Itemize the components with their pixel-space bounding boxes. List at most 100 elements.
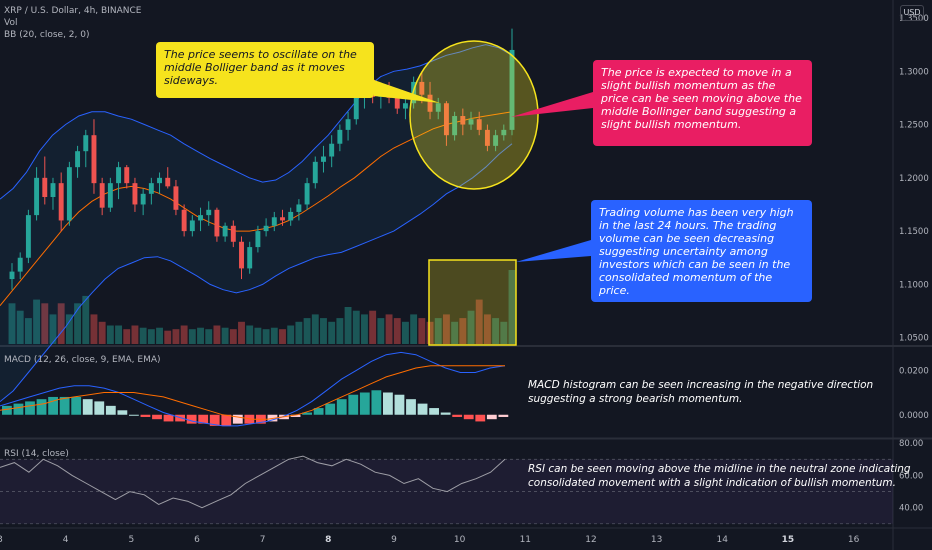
highlight-ellipse — [409, 40, 539, 190]
macd-histogram-bar — [371, 390, 382, 415]
volume-bar — [164, 330, 172, 344]
candle-body — [148, 183, 154, 194]
candle-body — [345, 119, 351, 130]
volume-bar — [434, 318, 442, 344]
candle-body — [427, 94, 433, 112]
macd-histogram-bar — [94, 401, 105, 415]
candle-body — [411, 81, 417, 104]
macd-tick-label: 0.0200 — [899, 366, 929, 376]
macd-histogram-bar — [209, 414, 220, 426]
price-tick-label: 1.1000 — [899, 280, 929, 290]
macd-note-line-2: suggesting a strong bearish momentum. — [528, 393, 743, 405]
candle-body — [509, 49, 515, 130]
macd-tick-label: 0.0000 — [899, 411, 929, 421]
candle-body — [206, 209, 212, 216]
candle-body — [296, 204, 302, 212]
volume-bar — [328, 321, 336, 344]
volume-bar — [369, 310, 377, 344]
volume-bar — [246, 325, 254, 344]
volume-bar — [475, 299, 483, 344]
macd-histogram-bar — [336, 399, 347, 415]
macd-histogram-bar — [48, 396, 58, 415]
volume-bar — [41, 303, 49, 344]
candle-body — [83, 135, 89, 152]
candle-body — [214, 209, 220, 237]
macd-histogram-bar — [175, 414, 185, 422]
candle-body — [173, 186, 179, 210]
volume-bar — [180, 325, 188, 344]
macd-signal-line — [0, 365, 505, 420]
volume-bar — [426, 321, 434, 344]
volume-bar — [139, 327, 147, 344]
volume-bar — [205, 329, 213, 344]
time-tick-label: 13 — [651, 535, 662, 545]
time-tick-label: 12 — [585, 535, 596, 545]
candle-body — [25, 215, 31, 258]
blue-callout: Trading volume has been very high in the… — [591, 200, 812, 302]
volume-bar — [402, 321, 409, 344]
volume-bar — [320, 318, 327, 344]
candle-body — [222, 225, 228, 237]
candle-body — [452, 116, 458, 136]
volume-bar — [303, 318, 311, 344]
volume-bar — [8, 303, 16, 344]
volume-bar — [500, 321, 508, 344]
candle-body — [501, 129, 507, 136]
candle-body — [288, 211, 294, 221]
time-tick-label: 6 — [194, 535, 200, 545]
volume-bar — [197, 327, 204, 344]
time-tick-label: 15 — [782, 535, 795, 545]
rsi-tick-label: 80.00 — [899, 439, 923, 449]
macd-histogram-bar — [417, 403, 428, 415]
candle-body — [75, 151, 81, 168]
macd-histogram-bar — [313, 408, 324, 415]
volume-bar — [442, 314, 450, 344]
macd-histogram-bar — [498, 414, 509, 417]
macd-legend: MACD (12, 26, close, 9, EMA, EMA) — [4, 355, 161, 365]
volume-bar — [483, 314, 491, 344]
price-tick-label: 1.3000 — [899, 67, 929, 77]
volume-bar — [336, 318, 344, 344]
macd-histogram-bar — [348, 394, 359, 415]
macd-histogram-bar — [186, 414, 197, 424]
volume-bar — [123, 329, 131, 344]
price-tick-label: 1.0500 — [899, 334, 929, 344]
candle-body — [329, 143, 335, 157]
macd-histogram-bar — [117, 410, 128, 415]
bollinger-legend: BB (20, close, 2, 0) — [4, 30, 90, 40]
price-tick-label: 1.2500 — [899, 121, 929, 131]
time-tick-label: 7 — [260, 535, 266, 545]
price-tick-label: 1.2000 — [899, 174, 929, 184]
volume-bar — [459, 318, 467, 344]
rsi-note-line-2: consolidated movement with a slight indi… — [528, 477, 896, 489]
candle-body — [50, 183, 56, 198]
volume-bar — [344, 307, 352, 344]
volume-bar — [74, 303, 82, 344]
macd-histogram-bar — [25, 401, 35, 415]
candle-body — [255, 231, 261, 248]
volume-bar — [492, 318, 500, 344]
candle-body — [140, 193, 146, 205]
volume-bar — [279, 329, 286, 344]
macd-histogram-bar — [452, 414, 463, 417]
volume-bar — [410, 314, 418, 344]
candle-body — [271, 217, 277, 226]
macd-histogram-bar — [140, 414, 151, 417]
volume-bar — [254, 327, 262, 344]
candle-body — [99, 183, 105, 208]
volume-bar — [188, 329, 196, 344]
highlight-rectangle — [428, 259, 517, 346]
time-tick-label: 9 — [391, 535, 397, 545]
currency-badge[interactable]: USD — [900, 5, 924, 21]
volume-bar — [508, 270, 516, 344]
rsi-tick-label: 40.00 — [899, 504, 923, 514]
candle-body — [476, 119, 482, 130]
candle-body — [484, 129, 490, 146]
candle-body — [124, 167, 130, 184]
volume-bar — [24, 318, 32, 344]
candle-body — [34, 177, 40, 216]
macd-histogram-bar — [290, 414, 301, 417]
time-tick-label: 4 — [63, 535, 69, 545]
volume-bar — [172, 329, 180, 344]
macd-histogram-bar — [59, 396, 70, 415]
